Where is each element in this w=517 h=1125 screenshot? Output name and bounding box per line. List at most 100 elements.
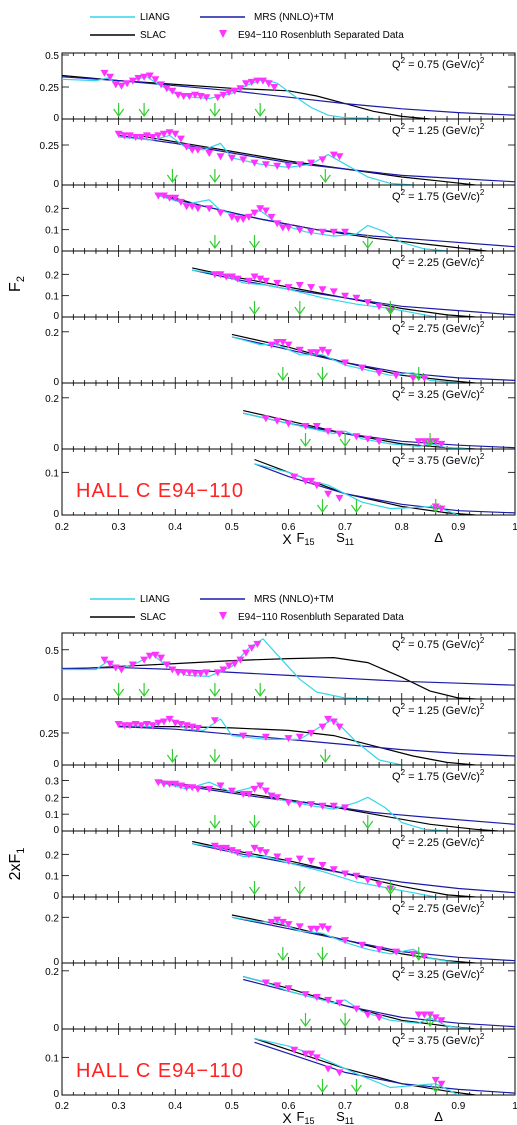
x-tick-label: 0.4 bbox=[168, 1101, 182, 1112]
data-point bbox=[182, 203, 191, 211]
y-tick-label: 0 bbox=[53, 825, 59, 836]
data-point bbox=[182, 722, 191, 730]
resonance-arrow-head bbox=[384, 886, 396, 896]
q2-label: Q2 = 0.75 (GeV/c)2 bbox=[392, 56, 485, 71]
q2-label: Q2 = 3.75 (GeV/c)2 bbox=[392, 1032, 485, 1047]
resonance-arrow-head bbox=[413, 372, 425, 382]
data-point bbox=[318, 156, 327, 164]
data-point bbox=[256, 205, 265, 213]
q2-label: Q2 = 2.25 (GeV/c)2 bbox=[392, 254, 485, 269]
data-point bbox=[290, 1046, 299, 1054]
data-point bbox=[250, 844, 259, 852]
x-tick-label: 0.9 bbox=[451, 522, 465, 533]
resonance-arrow-head bbox=[430, 504, 442, 514]
resonance-arrow-head bbox=[299, 438, 311, 448]
y-axis-label: F2 bbox=[7, 276, 27, 292]
data-point bbox=[295, 801, 304, 809]
data-point bbox=[284, 985, 293, 993]
resonance-arrow-head bbox=[113, 108, 125, 118]
data-point bbox=[284, 857, 293, 865]
data-point bbox=[193, 205, 202, 213]
data-point bbox=[216, 844, 225, 852]
resonance-arrow-head bbox=[424, 438, 436, 448]
data-point bbox=[301, 477, 310, 485]
data-point bbox=[111, 664, 120, 672]
data-point bbox=[159, 718, 168, 726]
data-point bbox=[420, 1011, 429, 1019]
data-point bbox=[259, 77, 267, 85]
data-point bbox=[307, 857, 316, 865]
data-point bbox=[273, 853, 282, 861]
data-point bbox=[295, 161, 304, 169]
panel-curves bbox=[114, 715, 515, 765]
resonance-arrow-head bbox=[294, 886, 306, 896]
resonance-arrow-head bbox=[362, 820, 374, 830]
data-point bbox=[278, 224, 287, 232]
data-point bbox=[174, 669, 183, 677]
data-point bbox=[210, 717, 219, 725]
data-point bbox=[301, 991, 310, 999]
data-point bbox=[267, 213, 276, 221]
data-point bbox=[324, 349, 333, 357]
data-point bbox=[157, 654, 166, 662]
data-point bbox=[216, 209, 225, 217]
data-point bbox=[247, 78, 256, 86]
data-point bbox=[312, 994, 321, 1001]
data-point bbox=[193, 785, 202, 793]
data-point bbox=[329, 718, 338, 726]
data-point bbox=[100, 656, 109, 664]
data-point bbox=[256, 847, 265, 855]
x-tick-label: 0.7 bbox=[338, 1101, 352, 1112]
resonance-arrow-head bbox=[362, 240, 374, 250]
data-point bbox=[193, 146, 202, 154]
data-point bbox=[165, 194, 174, 202]
y-tick-label: 0.1 bbox=[45, 468, 59, 479]
data-point bbox=[244, 213, 253, 221]
data-point bbox=[261, 161, 270, 169]
data-point bbox=[324, 1065, 333, 1073]
data-point bbox=[284, 420, 293, 428]
y-tick-label: 0.5 bbox=[45, 51, 59, 62]
data-point bbox=[185, 93, 194, 100]
x-tick-label: 1 bbox=[512, 1101, 517, 1112]
mrs-curve bbox=[158, 194, 515, 248]
y-tick-label: 0.1 bbox=[45, 872, 59, 883]
data-point bbox=[188, 146, 197, 154]
data-point bbox=[278, 918, 287, 926]
data-point bbox=[222, 844, 231, 852]
data-point bbox=[290, 473, 299, 481]
data-point bbox=[196, 670, 205, 678]
data-point bbox=[301, 1050, 310, 1058]
data-point bbox=[250, 209, 259, 217]
data-point bbox=[171, 194, 180, 202]
resonance-label: S11 bbox=[336, 1109, 354, 1125]
x-tick-label: 0.5 bbox=[225, 1101, 239, 1112]
data-point bbox=[261, 207, 270, 215]
legend-liang-label: LIANG bbox=[140, 12, 170, 23]
y-tick-label: 0.2 bbox=[45, 204, 59, 215]
panel-q2-2.25: 0 0.1 0.2 Q2 = 2.25 (GeV/c)2 bbox=[45, 250, 516, 322]
resonance-label: F15 bbox=[297, 1109, 315, 1125]
resonance-arrow-head bbox=[249, 306, 261, 316]
resonance-arrow-head bbox=[316, 504, 328, 514]
chart-2: LIANG SLAC MRS (NNLO)+TM E94−110 Rosenbluth… bbox=[7, 594, 517, 1125]
legend: LIANG SLAC MRS (NNLO)+TM E94−110 Rosenbluth… bbox=[90, 594, 404, 623]
data-point bbox=[117, 666, 126, 674]
data-point bbox=[301, 423, 310, 430]
data-point bbox=[216, 271, 225, 279]
panel-q2-3.75: 0 0.1 Q2 = 3.75 (GeV/c)2 bbox=[45, 448, 516, 520]
data-point bbox=[151, 76, 160, 84]
x-tick-label: 0.8 bbox=[395, 1101, 409, 1112]
resonance-arrow-head bbox=[166, 754, 178, 764]
y-tick-label: 0 bbox=[53, 759, 59, 770]
data-point bbox=[312, 349, 321, 357]
panel-curves bbox=[154, 779, 515, 831]
y-tick-label: 0.1 bbox=[45, 1053, 59, 1064]
x-tick-label: 0.6 bbox=[282, 522, 296, 533]
mrs-curve bbox=[118, 726, 515, 757]
legend-data-marker bbox=[219, 30, 227, 38]
data-point bbox=[140, 73, 149, 81]
data-point bbox=[236, 656, 245, 664]
data-point bbox=[375, 438, 384, 446]
